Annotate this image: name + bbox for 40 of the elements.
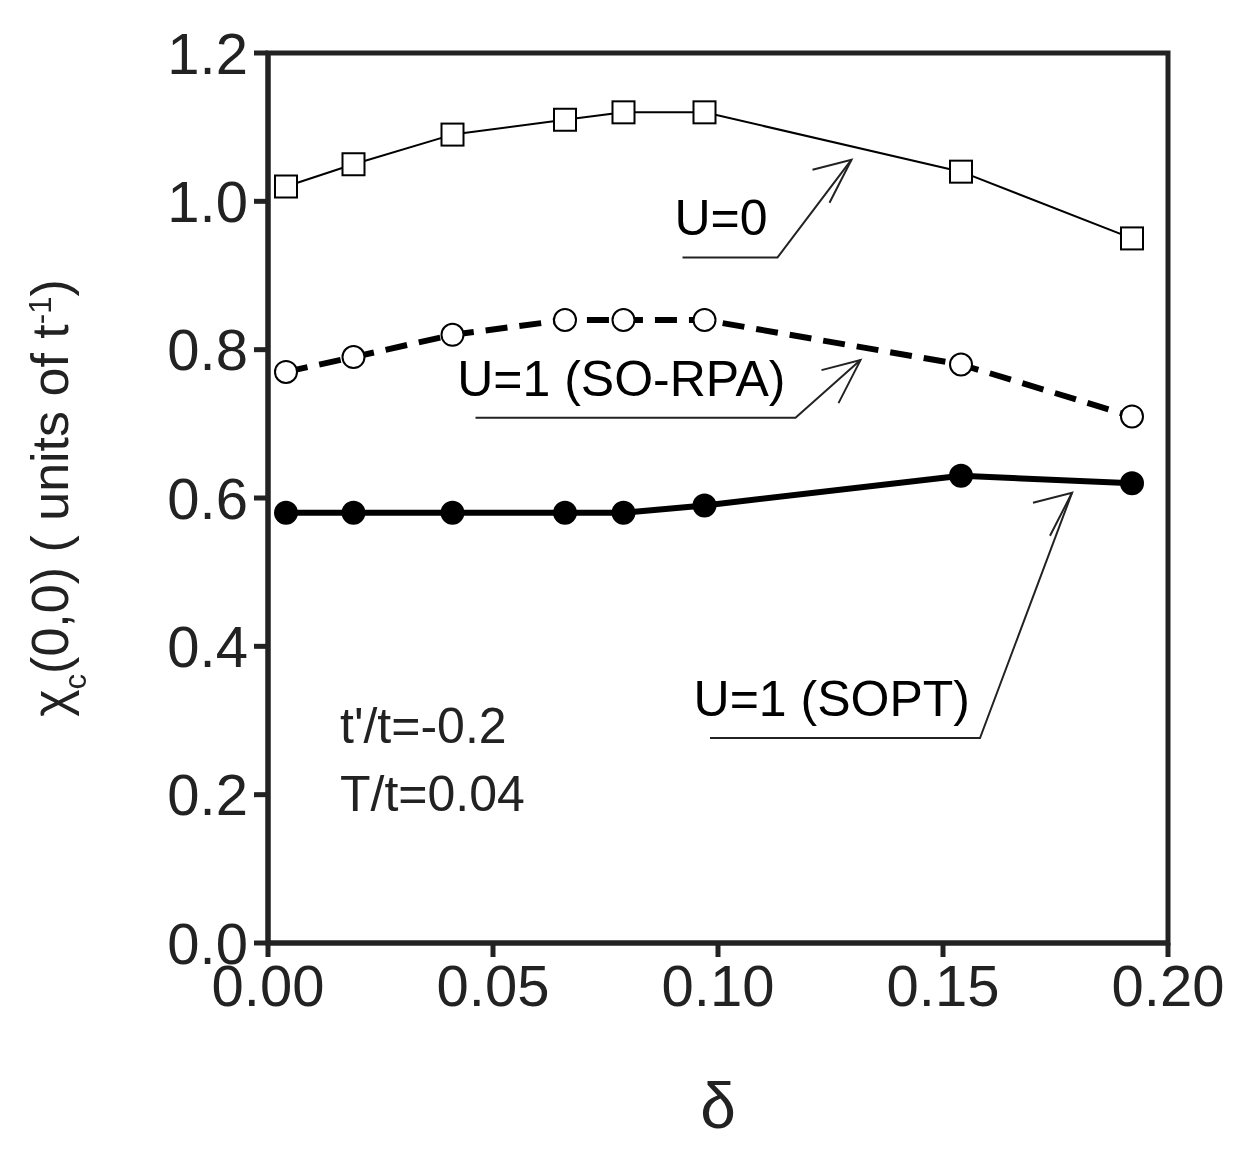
point [1120, 404, 1144, 429]
point [553, 500, 577, 525]
point [440, 122, 465, 147]
y-tick-label: 0.6 [167, 465, 248, 531]
point [553, 308, 577, 332]
point [440, 322, 465, 347]
point [949, 463, 973, 488]
x-axis-title: δ [700, 1070, 736, 1142]
x-tick-label: 0.20 [1111, 953, 1225, 1019]
point [949, 159, 973, 184]
series-label: U=0 [674, 190, 768, 247]
point [274, 500, 298, 525]
y-tick-label: 1.2 [167, 20, 248, 86]
point [274, 174, 298, 199]
y-tick-label: 0.4 [167, 613, 248, 679]
point [553, 107, 577, 132]
point [341, 345, 366, 370]
annotation: T/t=0.04 [340, 765, 525, 822]
point [341, 152, 366, 177]
x-tick-label: 0.15 [886, 953, 1000, 1019]
point [949, 352, 973, 377]
point [274, 359, 298, 384]
point [611, 308, 636, 332]
point [341, 500, 366, 525]
x-tick-label: 0.10 [661, 953, 775, 1019]
x-tick-label: 0.05 [436, 953, 550, 1019]
point [1120, 471, 1144, 496]
point [1120, 226, 1144, 251]
point [611, 100, 636, 125]
point [692, 308, 717, 332]
y-tick-label: 0.8 [167, 317, 248, 383]
series-label: U=1 (SO-RPA) [457, 350, 786, 407]
y-tick-label: 0.2 [167, 762, 248, 828]
point [692, 100, 717, 125]
point [611, 500, 636, 525]
point [692, 493, 717, 518]
y-tick-label: 1.0 [167, 168, 248, 234]
point [440, 500, 465, 525]
text: U=1 (SOPT) [693, 671, 970, 728]
annotation: t'/t=-0.2 [340, 697, 507, 754]
